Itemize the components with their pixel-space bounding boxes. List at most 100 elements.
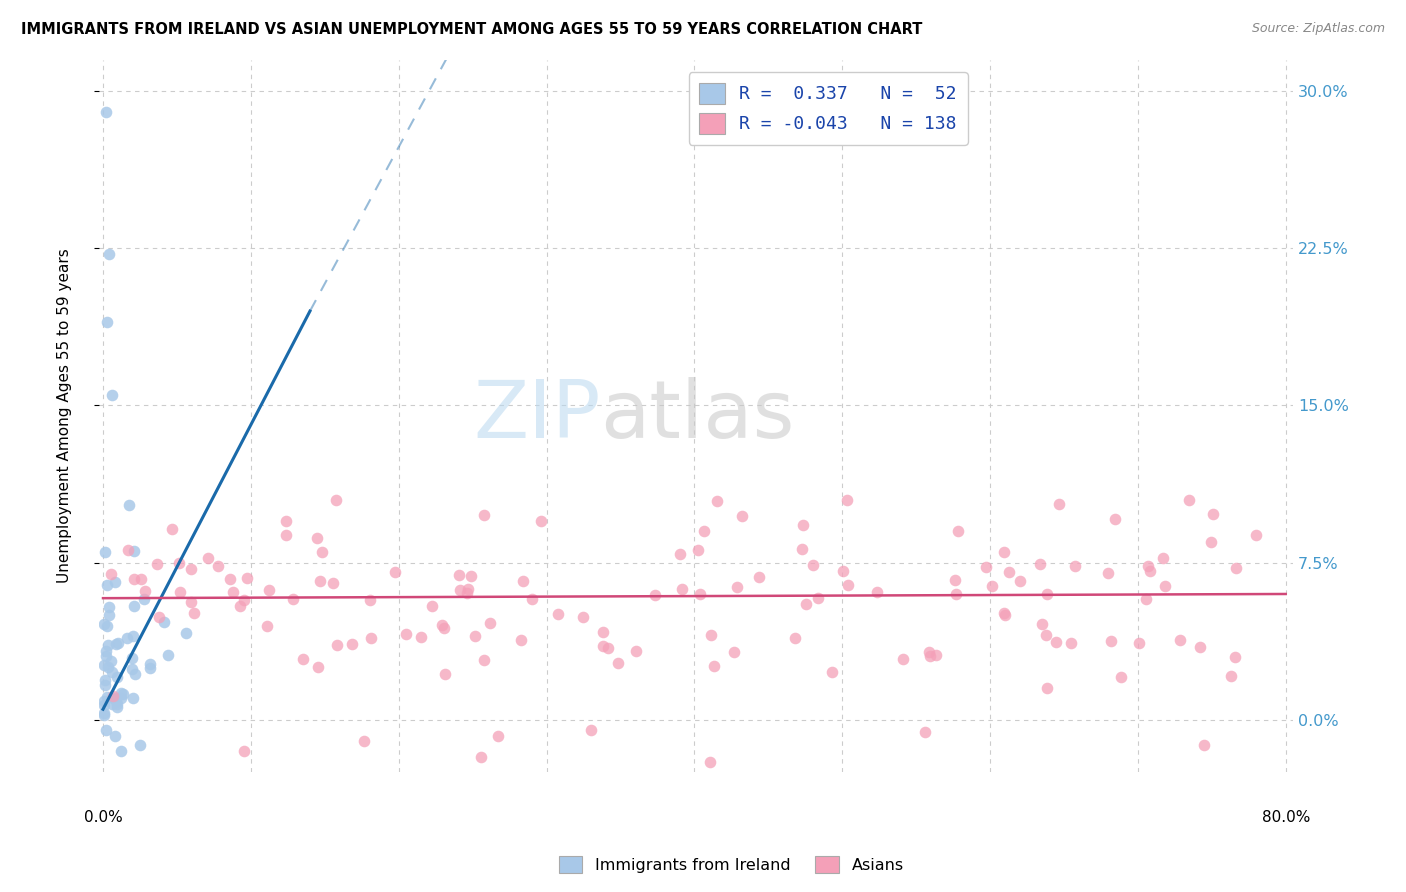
Point	[1154, 579, 1177, 593]
Point	[820, 665, 842, 680]
Point	[434, 666, 457, 681]
Point	[1225, 650, 1247, 665]
Point	[180, 562, 202, 576]
Point	[980, 579, 1002, 593]
Point	[689, 587, 711, 601]
Point	[706, 494, 728, 508]
Point	[197, 551, 219, 566]
Point	[790, 541, 813, 556]
Point	[1168, 633, 1191, 648]
Point	[409, 630, 432, 644]
Point	[592, 625, 614, 640]
Point	[1219, 669, 1241, 683]
Point	[1031, 617, 1053, 632]
Y-axis label: Unemployment Among Ages 55 to 59 years: Unemployment Among Ages 55 to 59 years	[58, 249, 72, 583]
Point	[997, 565, 1019, 579]
Point	[93, 707, 115, 722]
Point	[994, 607, 1017, 622]
Point	[167, 556, 190, 570]
Point	[1045, 635, 1067, 649]
Point	[866, 584, 889, 599]
Point	[93, 698, 115, 712]
Point	[94, 723, 117, 738]
Point	[449, 568, 471, 582]
Point	[1047, 496, 1070, 510]
Point	[592, 639, 614, 653]
Point	[1201, 535, 1223, 549]
Point	[96, 619, 118, 633]
Point	[110, 686, 132, 700]
Point	[1244, 528, 1267, 542]
Point	[920, 649, 942, 664]
Point	[104, 730, 127, 744]
Legend: Immigrants from Ireland, Asians: Immigrants from Ireland, Asians	[553, 849, 910, 880]
Point	[644, 588, 666, 602]
Point	[359, 593, 381, 607]
Point	[1060, 636, 1083, 650]
Point	[134, 583, 156, 598]
Point	[169, 585, 191, 599]
Point	[432, 617, 454, 632]
Point	[105, 700, 128, 714]
Point	[340, 637, 363, 651]
Point	[160, 522, 183, 536]
Point	[105, 637, 128, 651]
Point	[693, 524, 716, 538]
Point	[94, 644, 117, 658]
Point	[671, 582, 693, 596]
Point	[360, 631, 382, 645]
Point	[572, 610, 595, 624]
Point	[148, 610, 170, 624]
Point	[97, 247, 120, 261]
Point	[530, 514, 553, 528]
Point	[281, 591, 304, 606]
Point	[384, 566, 406, 580]
Point	[835, 492, 858, 507]
Point	[945, 587, 967, 601]
Point	[97, 638, 120, 652]
Point	[948, 524, 970, 538]
Point	[104, 692, 127, 706]
Point	[326, 638, 349, 652]
Point	[598, 641, 620, 656]
Text: Source: ZipAtlas.com: Source: ZipAtlas.com	[1251, 22, 1385, 36]
Point	[100, 566, 122, 581]
Point	[626, 644, 648, 658]
Point	[727, 580, 749, 594]
Point	[111, 687, 134, 701]
Point	[276, 528, 298, 542]
Point	[792, 517, 814, 532]
Point	[1194, 738, 1216, 752]
Text: 0.0%: 0.0%	[83, 810, 122, 825]
Point	[1189, 640, 1212, 655]
Point	[110, 744, 132, 758]
Point	[449, 583, 471, 598]
Point	[1202, 508, 1225, 522]
Point	[794, 597, 817, 611]
Point	[606, 657, 628, 671]
Text: IMMIGRANTS FROM IRELAND VS ASIAN UNEMPLOYMENT AMONG AGES 55 TO 59 YEARS CORRELAT: IMMIGRANTS FROM IRELAND VS ASIAN UNEMPLO…	[21, 22, 922, 37]
Point	[520, 592, 543, 607]
Point	[93, 658, 115, 673]
Point	[101, 698, 124, 712]
Point	[233, 744, 256, 758]
Point	[325, 492, 347, 507]
Point	[700, 628, 723, 642]
Point	[100, 654, 122, 668]
Point	[121, 690, 143, 705]
Point	[547, 607, 569, 621]
Point	[104, 574, 127, 589]
Point	[139, 657, 162, 671]
Point	[703, 659, 725, 673]
Point	[103, 690, 125, 705]
Point	[974, 560, 997, 574]
Point	[110, 691, 132, 706]
Point	[470, 750, 492, 764]
Point	[1152, 551, 1174, 566]
Point	[105, 670, 128, 684]
Text: 80.0%: 80.0%	[1261, 810, 1310, 825]
Point	[914, 725, 936, 739]
Point	[139, 661, 162, 675]
Point	[121, 662, 143, 676]
Point	[156, 648, 179, 662]
